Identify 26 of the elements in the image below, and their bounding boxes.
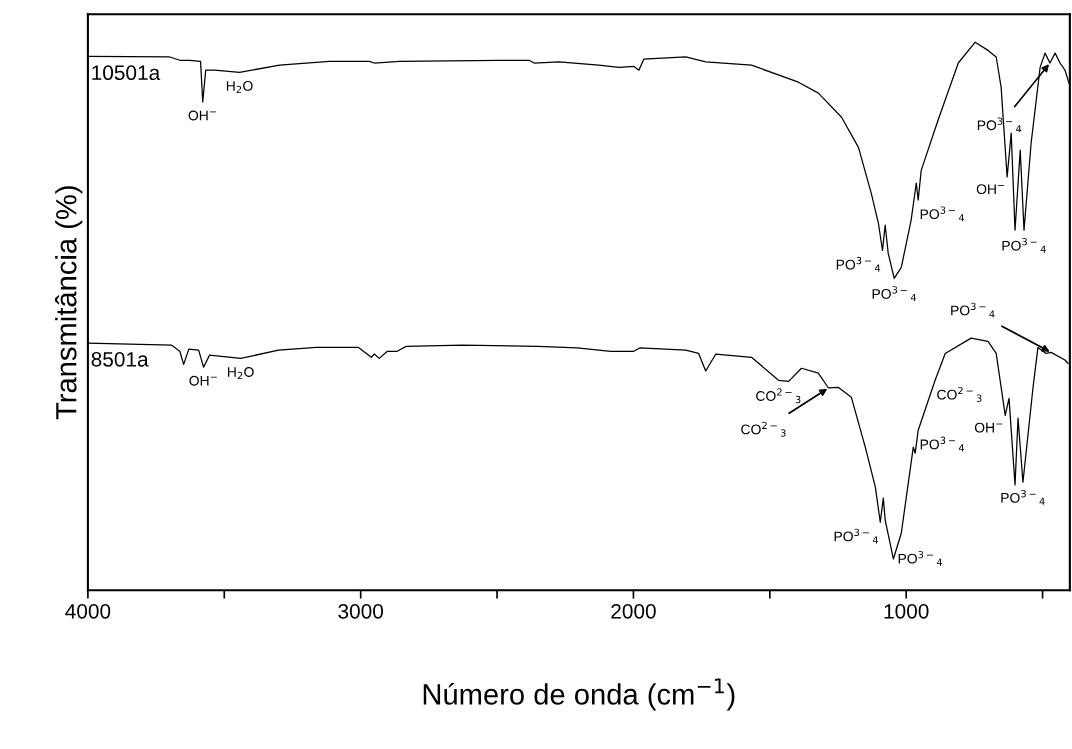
annotation: CO$^{2−}$$_{3}$: [741, 421, 786, 437]
annotation: PO$^{3−}$$_{4}$: [951, 302, 995, 318]
annotation: CO$^{2−}$$_{3}$: [756, 388, 801, 404]
series-label: 10501a: [92, 65, 161, 81]
annotation: CO$^{2−}$$_{3}$: [937, 386, 982, 402]
annotation: PO$^{3−}$$_{4}$: [920, 206, 965, 222]
annotation: PO$^{3−}$$_{4}$: [834, 528, 878, 544]
annotation: PO$^{3−}$$_{4}$: [898, 550, 943, 566]
x-tick-label: 3000: [338, 603, 384, 619]
x-tick-label: 2000: [611, 603, 656, 619]
annotation: OH$^{−}$: [188, 110, 217, 121]
series-label: 8501a: [91, 351, 149, 367]
annotation: H$_{2}$O: [226, 81, 253, 93]
annotation: OH$^{−}$: [976, 184, 1005, 195]
x-axis-title: Número de onda (cm$^{−1}$): [423, 678, 735, 711]
annotation: PO$^{3−}$$_{4}$: [1001, 490, 1045, 505]
annotation: OH$^{−}$: [189, 375, 217, 386]
y-axis-title: Transmitância (%): [55, 186, 83, 420]
x-tick-label: 1000: [884, 603, 929, 619]
annotation: H$_{2}$O: [227, 367, 254, 380]
annotation: OH$^{−}$: [974, 422, 1003, 433]
x-tick-label: 4000: [65, 603, 111, 619]
annotation: PO$^{3−}$$_{4}$: [920, 436, 965, 452]
annotation: PO$^{3−}$$_{4}$: [1002, 237, 1046, 253]
annotation: PO$^{3−}$$_{4}$: [872, 286, 916, 302]
annotation: PO$^{3−}$$_{4}$: [836, 256, 881, 272]
